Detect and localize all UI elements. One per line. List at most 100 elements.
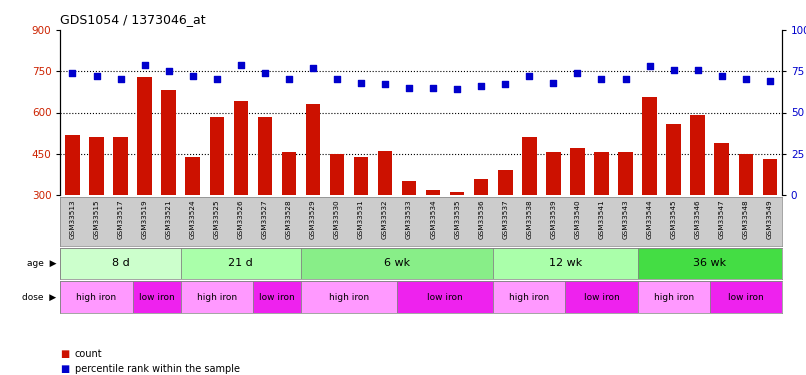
Point — [571, 70, 584, 76]
Bar — [234, 102, 248, 195]
Bar — [132, 281, 181, 313]
Point — [259, 70, 272, 76]
Point — [619, 76, 632, 82]
Bar — [618, 152, 633, 195]
Point — [403, 85, 416, 91]
Bar — [137, 77, 152, 195]
Bar — [301, 281, 397, 313]
Text: GSM33546: GSM33546 — [695, 200, 700, 239]
Bar — [546, 152, 561, 195]
Bar — [667, 123, 681, 195]
Text: GSM33521: GSM33521 — [166, 200, 172, 239]
Text: GSM33545: GSM33545 — [671, 200, 676, 239]
Point — [210, 76, 223, 82]
Text: 21 d: 21 d — [228, 258, 253, 268]
Point — [499, 81, 512, 87]
Text: 8 d: 8 d — [112, 258, 130, 268]
Bar — [60, 281, 132, 313]
Text: GSM33530: GSM33530 — [334, 200, 340, 239]
Point — [692, 67, 704, 73]
Bar — [638, 281, 709, 313]
Text: GSM33544: GSM33544 — [646, 200, 653, 239]
Point — [235, 62, 247, 68]
Text: GSM33533: GSM33533 — [406, 200, 412, 239]
Point — [426, 85, 439, 91]
Point — [379, 81, 392, 87]
Point — [475, 83, 488, 89]
Point — [138, 62, 151, 68]
Bar — [378, 151, 393, 195]
Text: GSM33537: GSM33537 — [502, 200, 509, 239]
Point — [595, 76, 608, 82]
Text: high iron: high iron — [654, 293, 694, 302]
Bar — [305, 104, 320, 195]
Bar — [210, 117, 224, 195]
Point — [547, 80, 560, 86]
Bar — [565, 281, 638, 313]
Point — [739, 76, 752, 82]
Bar — [522, 137, 537, 195]
Bar — [493, 248, 638, 279]
Text: high iron: high iron — [509, 293, 550, 302]
Bar — [354, 156, 368, 195]
Bar — [762, 159, 777, 195]
Text: low iron: low iron — [728, 293, 763, 302]
Bar — [426, 189, 440, 195]
Point — [451, 86, 463, 92]
Point — [355, 80, 368, 86]
Bar — [161, 90, 176, 195]
Bar — [281, 152, 296, 195]
Text: GSM33549: GSM33549 — [767, 200, 773, 239]
Text: GSM33536: GSM33536 — [478, 200, 484, 239]
Bar — [450, 192, 464, 195]
Bar — [642, 98, 657, 195]
Text: GSM33519: GSM33519 — [142, 200, 147, 239]
Bar — [570, 148, 584, 195]
Bar — [498, 170, 513, 195]
Text: GSM33543: GSM33543 — [622, 200, 629, 239]
Text: ■: ■ — [60, 350, 69, 359]
Bar — [594, 152, 609, 195]
Point — [306, 65, 319, 71]
Bar — [89, 137, 104, 195]
Bar — [474, 178, 488, 195]
Bar — [181, 248, 301, 279]
Bar — [330, 154, 344, 195]
Bar — [301, 248, 493, 279]
Bar — [714, 143, 729, 195]
Point — [114, 76, 127, 82]
Text: GSM33535: GSM33535 — [455, 200, 460, 239]
Text: GSM33548: GSM33548 — [743, 200, 749, 239]
Text: low iron: low iron — [427, 293, 463, 302]
Text: 12 wk: 12 wk — [549, 258, 582, 268]
Text: GSM33538: GSM33538 — [526, 200, 532, 239]
Point — [162, 68, 175, 74]
Text: GSM33527: GSM33527 — [262, 200, 268, 239]
Text: low iron: low iron — [584, 293, 619, 302]
Text: low iron: low iron — [139, 293, 175, 302]
Point — [643, 63, 656, 69]
Text: GSM33534: GSM33534 — [430, 200, 436, 239]
Bar — [493, 281, 565, 313]
Bar — [258, 117, 272, 195]
Text: 36 wk: 36 wk — [693, 258, 726, 268]
Bar — [738, 154, 753, 195]
Bar — [397, 281, 493, 313]
Point — [66, 70, 79, 76]
Text: high iron: high iron — [197, 293, 237, 302]
Text: GSM33547: GSM33547 — [719, 200, 725, 239]
Text: high iron: high iron — [77, 293, 117, 302]
Point — [90, 73, 103, 79]
Text: GSM33541: GSM33541 — [599, 200, 604, 239]
Point — [282, 76, 295, 82]
Text: GSM33531: GSM33531 — [358, 200, 364, 239]
Text: GSM33524: GSM33524 — [189, 200, 196, 239]
Text: GSM33528: GSM33528 — [286, 200, 292, 239]
Bar — [114, 137, 128, 195]
Text: dose  ▶: dose ▶ — [23, 293, 56, 302]
Text: 6 wk: 6 wk — [384, 258, 410, 268]
Text: GSM33532: GSM33532 — [382, 200, 388, 239]
Point — [715, 73, 728, 79]
Text: GSM33525: GSM33525 — [214, 200, 220, 239]
Point — [523, 73, 536, 79]
